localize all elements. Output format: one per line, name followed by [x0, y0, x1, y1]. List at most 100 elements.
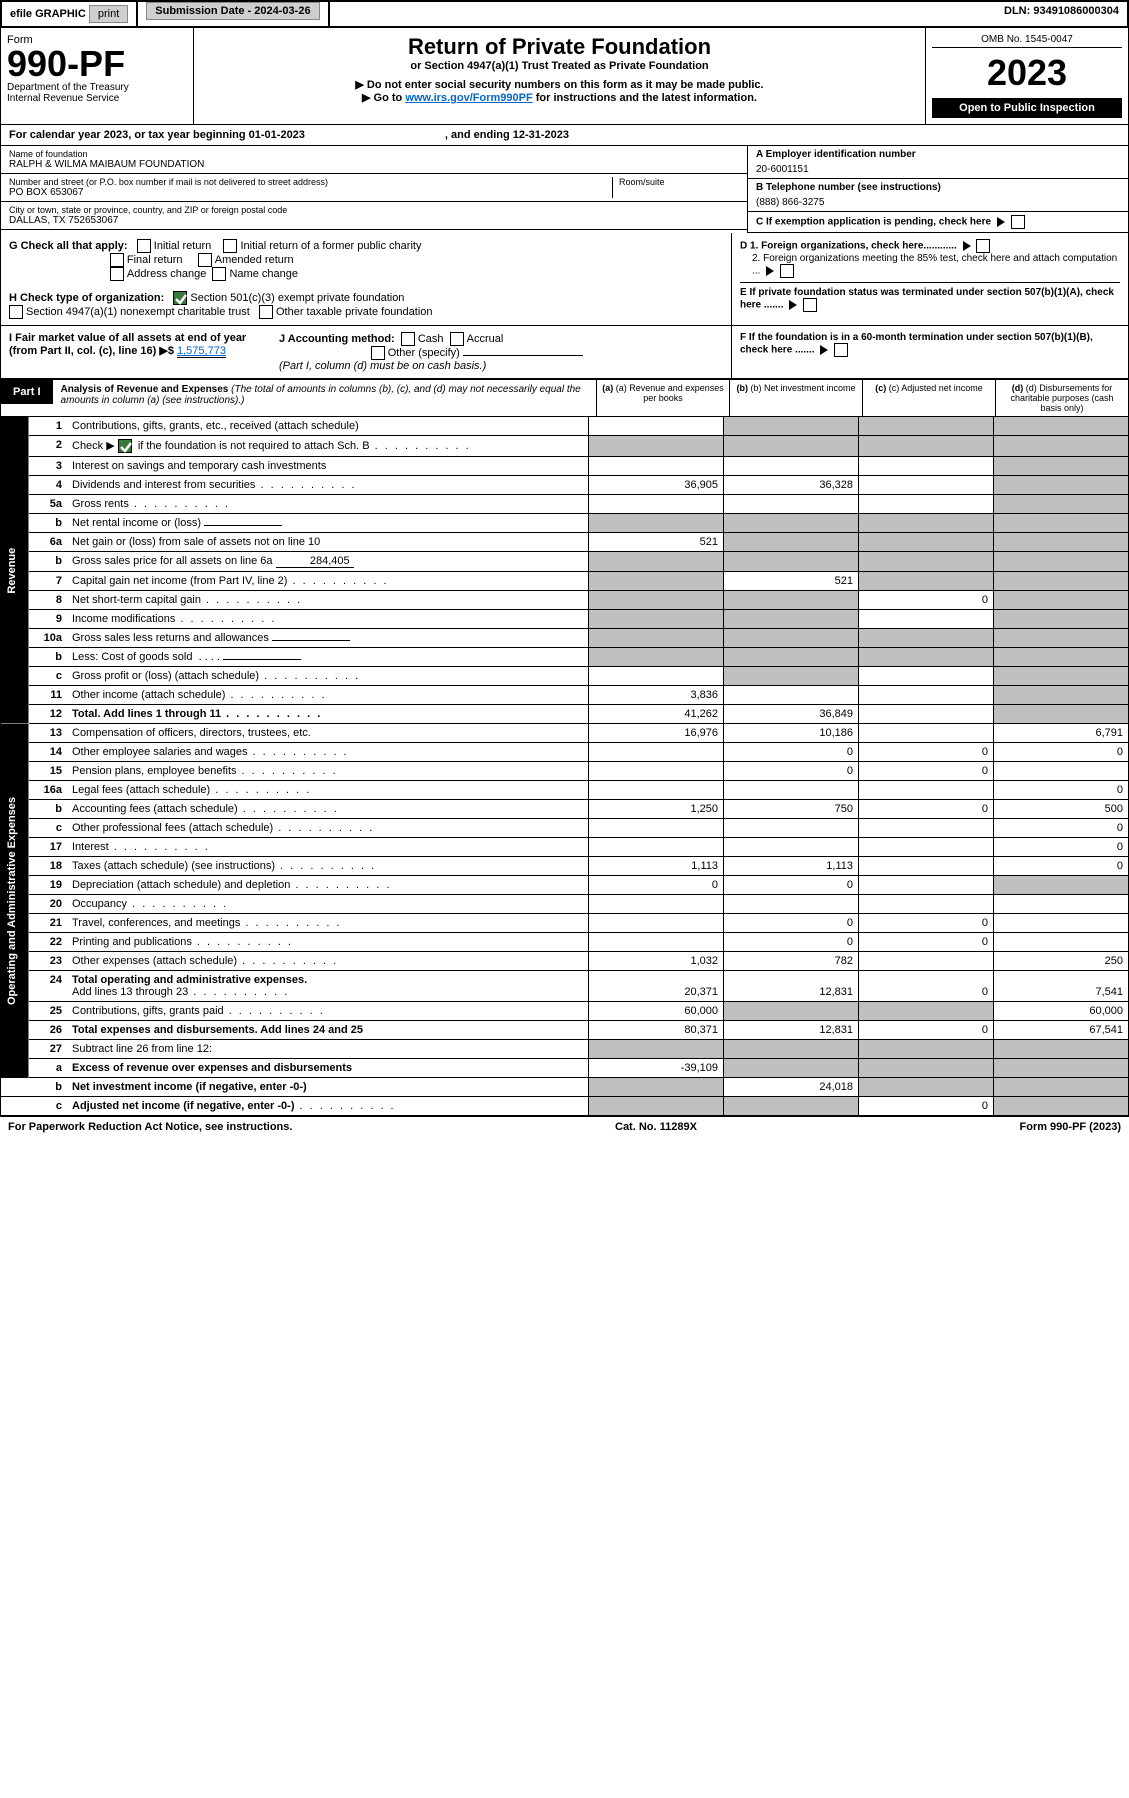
- line-11: Other income (attach schedule): [67, 686, 589, 705]
- val-4b: 36,328: [724, 476, 859, 495]
- val-14b: 0: [724, 743, 859, 762]
- irs-label: Internal Revenue Service: [7, 93, 187, 104]
- val-24b: 12,831: [724, 971, 859, 1002]
- val-19a: 0: [589, 876, 724, 895]
- line-23: Other expenses (attach schedule): [67, 952, 589, 971]
- dln: DLN: 93491086000304: [996, 2, 1127, 26]
- val-22c: 0: [859, 933, 994, 952]
- val-15b: 0: [724, 762, 859, 781]
- city-state-zip: DALLAS, TX 752653067: [9, 215, 739, 226]
- arrow-icon: [789, 300, 797, 310]
- j-note: (Part I, column (d) must be on cash basi…: [279, 360, 486, 372]
- arrow-icon: [766, 266, 774, 276]
- dept-label: Department of the Treasury: [7, 82, 187, 93]
- val-14c: 0: [859, 743, 994, 762]
- initial-former-checkbox[interactable]: [223, 239, 237, 253]
- c-label: C If exemption application is pending, c…: [756, 217, 991, 228]
- val-16bc: 0: [859, 800, 994, 819]
- line-16b: Accounting fees (attach schedule): [67, 800, 589, 819]
- e-checkbox[interactable]: [803, 298, 817, 312]
- accrual-checkbox[interactable]: [450, 332, 464, 346]
- val-16bb: 750: [724, 800, 859, 819]
- val-26a: 80,371: [589, 1021, 724, 1040]
- line-27b: Net investment income (if negative, ente…: [67, 1078, 589, 1097]
- f-checkbox[interactable]: [834, 343, 848, 357]
- val-24c: 0: [859, 971, 994, 1002]
- form-header: Form 990-PF Department of the Treasury I…: [0, 28, 1129, 125]
- val-13b: 10,186: [724, 724, 859, 743]
- line-6a: Net gain or (loss) from sale of assets n…: [67, 533, 589, 552]
- line-19: Depreciation (attach schedule) and deple…: [67, 876, 589, 895]
- val-27c: 0: [859, 1097, 994, 1116]
- g-label: G Check all that apply:: [9, 240, 128, 252]
- val-22b: 0: [724, 933, 859, 952]
- address: PO BOX 653067: [9, 187, 612, 198]
- d2-label: 2. Foreign organizations meeting the 85%…: [752, 253, 1117, 277]
- val-27b: 24,018: [724, 1078, 859, 1097]
- line-6b: Gross sales price for all assets on line…: [67, 552, 589, 572]
- fmv-amount[interactable]: 1,575,773: [177, 345, 226, 358]
- top-bar: efile GRAPHIC print Submission Date - 20…: [0, 0, 1129, 28]
- amended-checkbox[interactable]: [198, 253, 212, 267]
- cash-checkbox[interactable]: [401, 332, 415, 346]
- submission-date: Submission Date - 2024-03-26: [138, 2, 329, 26]
- initial-return-checkbox[interactable]: [137, 239, 151, 253]
- val-6b-inline: 284,405: [276, 555, 354, 568]
- expenses-side-label: Operating and Administrative Expenses: [1, 724, 30, 1078]
- initial-return-label: Initial return: [154, 240, 211, 252]
- omb-number: OMB No. 1545-0047: [932, 34, 1122, 48]
- val-16ad: 0: [994, 781, 1129, 800]
- other-taxable-checkbox[interactable]: [259, 305, 273, 319]
- irs-link[interactable]: www.irs.gov/Form990PF: [405, 92, 532, 104]
- val-11a: 3,836: [589, 686, 724, 705]
- val-23b: 782: [724, 952, 859, 971]
- schb-checkbox[interactable]: [118, 439, 132, 453]
- 501c3-checkbox[interactable]: [173, 291, 187, 305]
- 4947-checkbox[interactable]: [9, 305, 23, 319]
- val-17d: 0: [994, 838, 1129, 857]
- val-4a: 36,905: [589, 476, 724, 495]
- col-d-header: (d) (d) Disbursements for charitable pur…: [995, 380, 1128, 416]
- line-13: Compensation of officers, directors, tru…: [67, 724, 589, 743]
- other-method-checkbox[interactable]: [371, 346, 385, 360]
- line-18: Taxes (attach schedule) (see instruction…: [67, 857, 589, 876]
- val-16bd: 500: [994, 800, 1129, 819]
- d2-checkbox[interactable]: [780, 264, 794, 278]
- line-7: Capital gain net income (from Part IV, l…: [67, 572, 589, 591]
- amended-label: Amended return: [215, 254, 294, 266]
- line-10c: Gross profit or (loss) (attach schedule): [67, 667, 589, 686]
- calendar-year-row: For calendar year 2023, or tax year begi…: [0, 125, 1129, 146]
- line-25: Contributions, gifts, grants paid: [67, 1002, 589, 1021]
- val-12a: 41,262: [589, 705, 724, 724]
- addr-label: Number and street (or P.O. box number if…: [9, 177, 612, 187]
- line-10b: Less: Cost of goods sold . . . .: [67, 648, 589, 667]
- d1-checkbox[interactable]: [976, 239, 990, 253]
- val-18a: 1,113: [589, 857, 724, 876]
- print-button[interactable]: print: [89, 5, 128, 23]
- final-return-checkbox[interactable]: [110, 253, 124, 267]
- col-b-header: (b) (b) Net investment income: [729, 380, 862, 416]
- line-1: Contributions, gifts, grants, etc., rece…: [67, 417, 589, 436]
- c-checkbox[interactable]: [1011, 215, 1025, 229]
- name-change-checkbox[interactable]: [212, 267, 226, 281]
- d1-label: D 1. Foreign organizations, check here..…: [740, 241, 957, 252]
- cash-label: Cash: [418, 333, 444, 345]
- val-13d: 6,791: [994, 724, 1129, 743]
- page-footer: For Paperwork Reduction Act Notice, see …: [0, 1116, 1129, 1137]
- val-24d: 7,541: [994, 971, 1129, 1002]
- line-24: Total operating and administrative expen…: [67, 971, 589, 1002]
- line-3: Interest on savings and temporary cash i…: [67, 457, 589, 476]
- 4947-label: Section 4947(a)(1) nonexempt charitable …: [26, 306, 250, 318]
- val-24a: 20,371: [589, 971, 724, 1002]
- val-6a: 521: [589, 533, 724, 552]
- line-20: Occupancy: [67, 895, 589, 914]
- col-a-header: (a) (a) Revenue and expenses per books: [596, 380, 729, 416]
- line-9: Income modifications: [67, 610, 589, 629]
- final-return-label: Final return: [127, 254, 183, 266]
- city-label: City or town, state or province, country…: [9, 205, 739, 215]
- line-12: Total. Add lines 1 through 11: [67, 705, 589, 724]
- address-change-checkbox[interactable]: [110, 267, 124, 281]
- val-21b: 0: [724, 914, 859, 933]
- val-12b: 36,849: [724, 705, 859, 724]
- line-22: Printing and publications: [67, 933, 589, 952]
